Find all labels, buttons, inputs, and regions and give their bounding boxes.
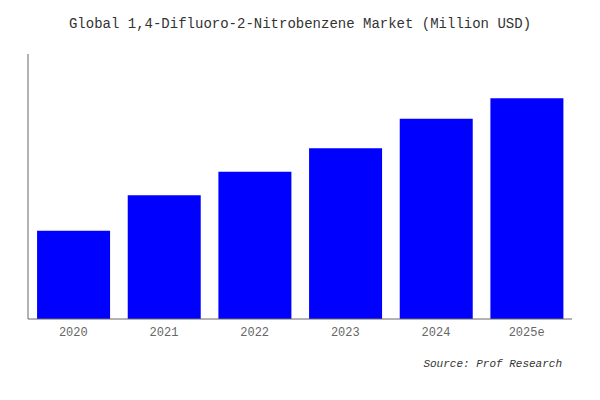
svg-text:2024: 2024 (422, 326, 451, 340)
svg-text:2025e: 2025e (509, 326, 545, 340)
html-text:Global 1,4-Difluoro-2-Nitroben: Global 1,4-Difluoro-2-Nitrobenzene Marke… (69, 16, 531, 32)
svg-text:2020: 2020 (59, 326, 88, 340)
html-text:Source: Prof Research: Source: Prof Research (423, 358, 562, 370)
svg-text:2022: 2022 (240, 326, 269, 340)
svg-text:2023: 2023 (331, 326, 360, 340)
svg-text:2021: 2021 (150, 326, 179, 340)
